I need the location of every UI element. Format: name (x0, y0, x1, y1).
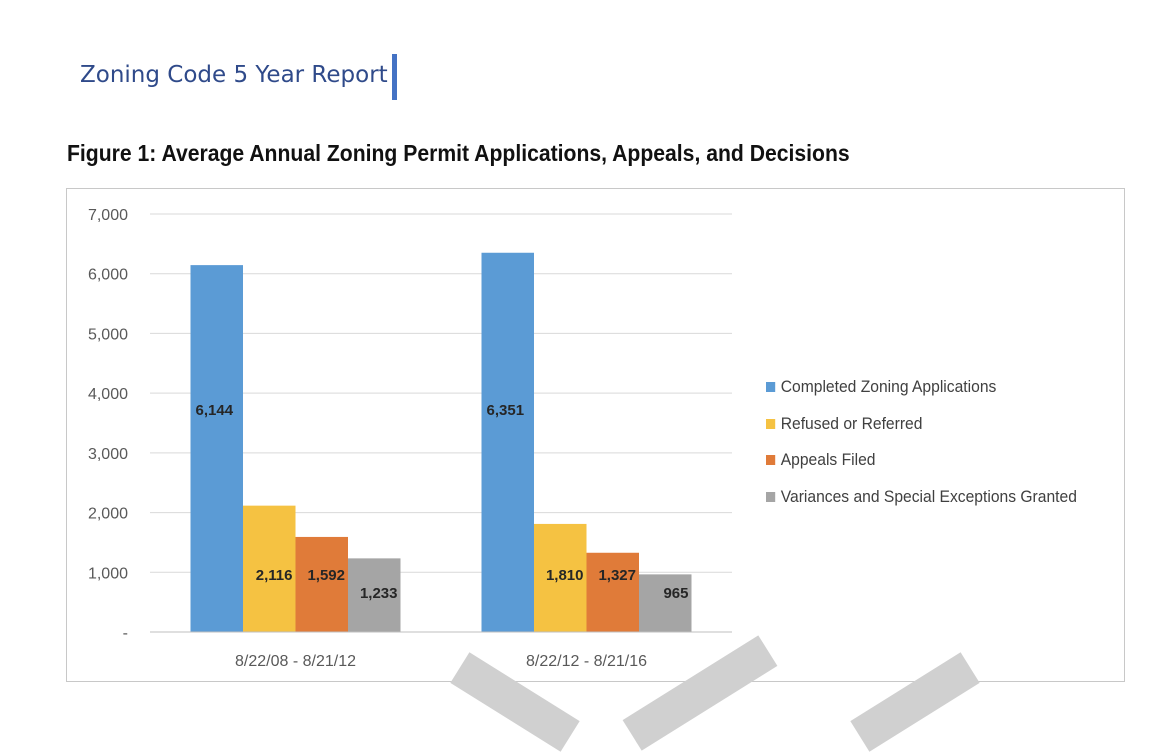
bar-chart: 6,144 2,116 1,592 1,233 6,351 1,810 1,327 965 -… (88, 207, 732, 670)
x-tick-label: 8/22/12 - 8/21/16 (526, 653, 647, 670)
bars (190, 252, 692, 632)
legend-item: Appeals Filed (766, 442, 1077, 479)
bar (639, 574, 692, 632)
legend-swatch (766, 455, 776, 466)
y-tick-label: 1,000 (88, 565, 128, 582)
y-tick-label: - (123, 625, 128, 642)
data-label: 6,351 (487, 402, 525, 419)
legend-item: Refused or Referred (766, 406, 1077, 443)
data-label: 2,116 (256, 567, 293, 584)
gridlines (150, 213, 732, 573)
y-tick-label: 7,000 (88, 207, 128, 224)
legend-swatch (766, 491, 776, 502)
legend-item: Completed Zoning Applications (766, 369, 1077, 406)
report-title: Zoning Code 5 Year Report (80, 62, 388, 88)
bar (243, 505, 296, 632)
legend-label: Refused or Referred (780, 413, 923, 433)
y-tick-label: 5,000 (88, 326, 128, 343)
legend-swatch (766, 382, 776, 393)
legend-swatch (766, 418, 776, 429)
y-tick-label: 3,000 (88, 446, 128, 463)
bar (295, 536, 348, 632)
bar (190, 265, 243, 632)
legend-label: Variances and Special Exceptions Granted (780, 486, 1077, 506)
chart-legend: Completed Zoning Applications Refused or … (766, 369, 1104, 515)
legend-label: Completed Zoning Applications (780, 377, 997, 397)
title-accent-bar (392, 54, 397, 100)
data-label: 1,592 (307, 567, 345, 584)
bar (481, 252, 534, 632)
x-tick-label: 8/22/08 - 8/21/12 (235, 653, 356, 670)
bar (534, 523, 587, 632)
bar (586, 552, 639, 632)
data-label: 1,327 (598, 567, 636, 584)
y-tick-label: 2,000 (88, 506, 128, 523)
legend-item: Variances and Special Exceptions Granted (766, 479, 1077, 516)
axes: - 1,000 2,000 3,000 4,000 5,000 6,000 7,000 8/22… (88, 207, 732, 670)
data-labels: 6,144 2,116 1,592 1,233 6,351 1,810 1,327 965 (196, 402, 689, 602)
bar (348, 558, 401, 632)
data-label: 1,810 (546, 567, 584, 584)
legend-label: Appeals Filed (780, 450, 876, 470)
figure-caption: Figure 1: Average Annual Zoning Permit A… (67, 140, 850, 166)
y-tick-label: 6,000 (88, 267, 128, 284)
y-tick-label: 4,000 (88, 386, 128, 403)
data-label: 1,233 (360, 585, 398, 602)
data-label: 965 (663, 585, 688, 602)
data-label: 6,144 (196, 402, 234, 419)
